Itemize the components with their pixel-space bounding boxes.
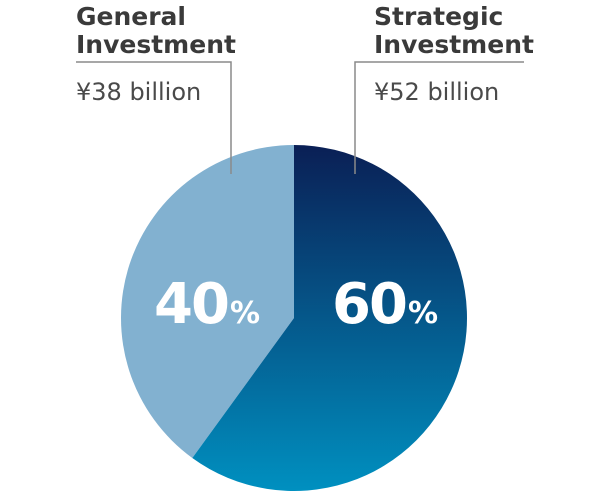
leader-line-general bbox=[76, 61, 232, 174]
percent-number-general: 40 bbox=[154, 272, 230, 337]
legend-label-general: General Investment ¥38 billion bbox=[76, 2, 236, 107]
leader-line-strategic bbox=[354, 61, 524, 174]
slice-name-strategic-line2: Investment bbox=[374, 30, 534, 59]
data-label-general-percent: 40% bbox=[154, 272, 260, 337]
pie-slice-strategic-investment bbox=[192, 145, 468, 492]
slice-amount-strategic: ¥52 billion bbox=[374, 78, 500, 106]
percent-symbol-general: % bbox=[229, 296, 260, 331]
slice-amount-general: ¥38 billion bbox=[76, 78, 202, 106]
percent-symbol-strategic: % bbox=[407, 296, 438, 331]
data-label-strategic-percent: 60% bbox=[332, 272, 438, 337]
slice-name-general-line2: Investment bbox=[76, 30, 236, 59]
slice-name-general-line1: General bbox=[76, 2, 186, 31]
legend-label-strategic: Strategic Investment ¥52 billion bbox=[374, 2, 534, 107]
percent-number-strategic: 60 bbox=[332, 272, 408, 337]
pie-slice-general-investment bbox=[121, 145, 294, 458]
slice-name-strategic-line1: Strategic bbox=[374, 2, 504, 31]
